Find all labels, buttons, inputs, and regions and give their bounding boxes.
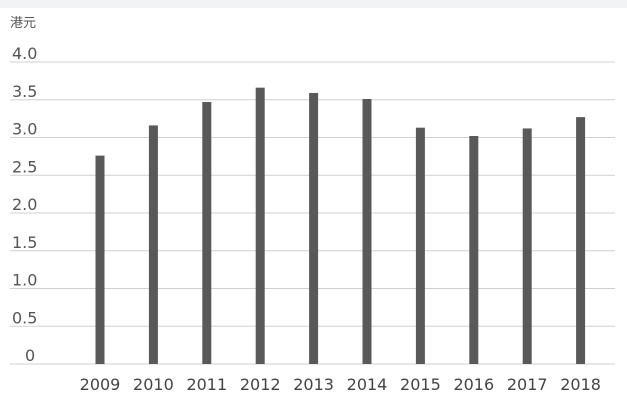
bar-2011 (202, 102, 212, 364)
gridlines (10, 61, 615, 365)
top-band (0, 0, 627, 8)
x-axis-ticks: 2009 2010 2011 2012 2013 2014 2015 2016 2017 2018 (80, 375, 601, 394)
y-axis-unit-label: 港元 (10, 16, 36, 31)
x-tick-label: 2017 (507, 375, 548, 394)
y-tick-label: 2.0 (12, 195, 37, 214)
y-tick-label: 3.5 (12, 82, 37, 101)
bar-2018 (576, 117, 586, 365)
x-tick-label: 2009 (80, 375, 121, 394)
y-tick-label: 1.5 (12, 233, 37, 252)
y-axis-ticks: 0 0.5 1.0 1.5 2.0 2.5 3.0 3.5 4.0 (12, 44, 37, 365)
bar-2017 (522, 128, 532, 364)
x-tick-label: 2018 (560, 375, 601, 394)
x-tick-label: 2011 (186, 375, 227, 394)
x-tick-label: 2012 (240, 375, 281, 394)
bar-2016 (469, 135, 479, 364)
bar-2015 (415, 127, 425, 364)
bar-2010 (148, 125, 158, 364)
x-tick-label: 2014 (347, 375, 388, 394)
y-tick-label: 2.5 (12, 157, 37, 176)
y-tick-label: 0.5 (12, 308, 37, 327)
y-tick-label: 0 (25, 346, 35, 365)
y-tick-label: 4.0 (12, 44, 37, 63)
bars (95, 87, 586, 365)
bar-2013 (309, 92, 319, 364)
y-tick-label: 1.0 (12, 271, 37, 290)
x-tick-label: 2015 (400, 375, 441, 394)
bar-2012 (255, 87, 265, 365)
x-tick-label: 2013 (293, 375, 334, 394)
x-tick-label: 2010 (133, 375, 174, 394)
x-tick-label: 2016 (453, 375, 494, 394)
bar-2014 (362, 98, 372, 365)
y-tick-label: 3.0 (12, 120, 37, 139)
bar-2009 (95, 155, 105, 364)
